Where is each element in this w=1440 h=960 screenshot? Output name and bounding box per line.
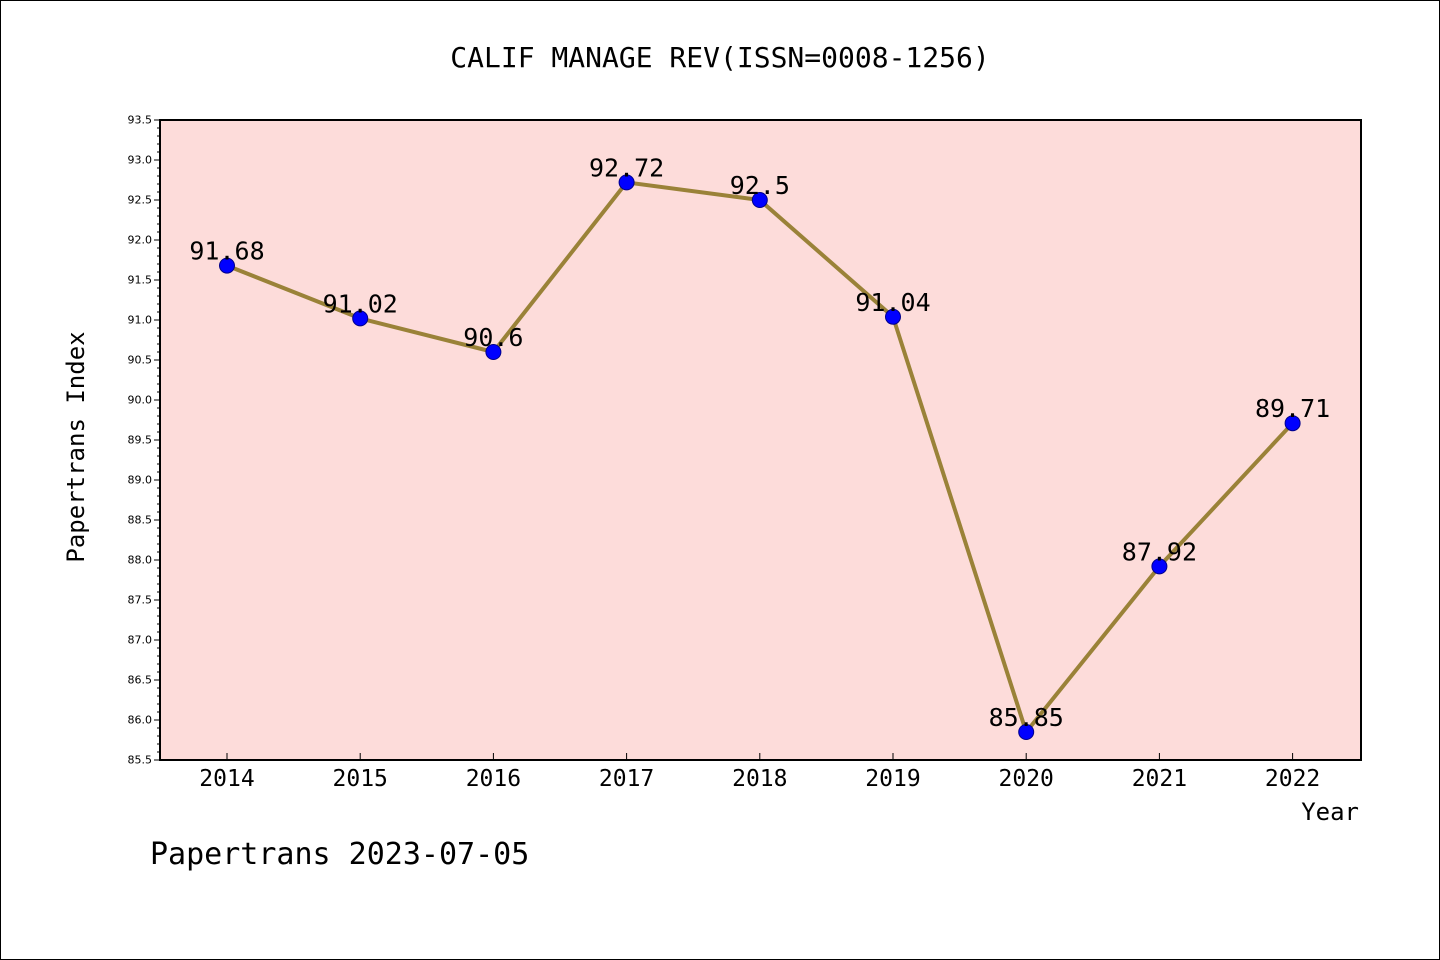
y-tick-label: 86.5 bbox=[128, 674, 153, 687]
x-tick-label: 2021 bbox=[1132, 766, 1187, 792]
y-tick-label: 90.5 bbox=[128, 354, 153, 367]
y-tick-label: 93.5 bbox=[128, 114, 153, 127]
y-tick-label: 92.5 bbox=[128, 194, 153, 207]
data-point bbox=[618, 174, 635, 191]
data-point bbox=[485, 344, 502, 360]
y-axis: 85.5 86.0 86.5 87.0 87.5 88.0 88.5 89.0 89.5 90.0… bbox=[128, 114, 160, 767]
data-label: 90.6 bbox=[463, 323, 523, 352]
y-tick-label: 89.5 bbox=[128, 434, 153, 447]
x-tick-label: 2017 bbox=[599, 766, 654, 792]
y-tick-label: 91.0 bbox=[128, 314, 153, 327]
series-layer bbox=[219, 174, 1301, 740]
y-tick-label: 87.5 bbox=[128, 594, 153, 607]
chart-title: CALIF MANAGE REV(ISSN=0008-1256) bbox=[450, 41, 989, 74]
data-label: 89.71 bbox=[1255, 394, 1330, 423]
y-tick-label: 91.5 bbox=[128, 274, 153, 287]
data-label: 91.04 bbox=[855, 288, 930, 317]
y-tick-label: 90.0 bbox=[128, 394, 153, 407]
y-tick-label: 88.5 bbox=[128, 514, 153, 527]
data-label: 91.02 bbox=[323, 289, 398, 318]
data-label: 91.68 bbox=[189, 237, 264, 266]
data-point bbox=[1151, 558, 1168, 575]
y-tick-label: 86.0 bbox=[128, 714, 153, 727]
x-tick-label: 2019 bbox=[865, 766, 920, 792]
x-tick-label: 2020 bbox=[999, 766, 1054, 792]
data-point bbox=[1018, 724, 1035, 740]
y-tick-label: 89.0 bbox=[128, 474, 153, 487]
y-tick-label: 93.0 bbox=[128, 154, 153, 167]
y-tick-label: 87.0 bbox=[128, 634, 153, 647]
data-point bbox=[352, 310, 369, 327]
data-point bbox=[219, 257, 235, 274]
data-label: 92.5 bbox=[730, 171, 790, 200]
x-axis-label: Year bbox=[1301, 798, 1359, 826]
y-axis-label: Papertrans Index bbox=[62, 331, 90, 562]
footer-text: Papertrans 2023-07-05 bbox=[150, 837, 529, 872]
x-tick-label: 2018 bbox=[732, 766, 787, 792]
plot-area bbox=[159, 119, 1362, 761]
x-tick-label: 2014 bbox=[199, 766, 254, 792]
y-tick-label: 92.0 bbox=[128, 234, 153, 247]
x-axis: 2014 2015 2016 2017 2018 2019 2020 2021 2022 bbox=[199, 753, 1320, 792]
y-tick-label: 85.5 bbox=[128, 754, 153, 767]
x-tick-label: 2016 bbox=[466, 766, 521, 792]
data-label: 87.92 bbox=[1122, 537, 1197, 566]
y-tick-label: 88.0 bbox=[128, 554, 153, 567]
data-label-layer: 91.68 91.02 90.6 92.72 92.5 91.04 85.85 87.92 89… bbox=[189, 153, 1330, 732]
data-point bbox=[1284, 415, 1301, 432]
data-label: 92.72 bbox=[589, 153, 664, 182]
x-tick-label: 2022 bbox=[1265, 766, 1320, 792]
x-tick-label: 2015 bbox=[333, 766, 388, 792]
data-point bbox=[751, 192, 768, 208]
data-point bbox=[885, 308, 901, 325]
data-label: 85.85 bbox=[989, 703, 1064, 732]
